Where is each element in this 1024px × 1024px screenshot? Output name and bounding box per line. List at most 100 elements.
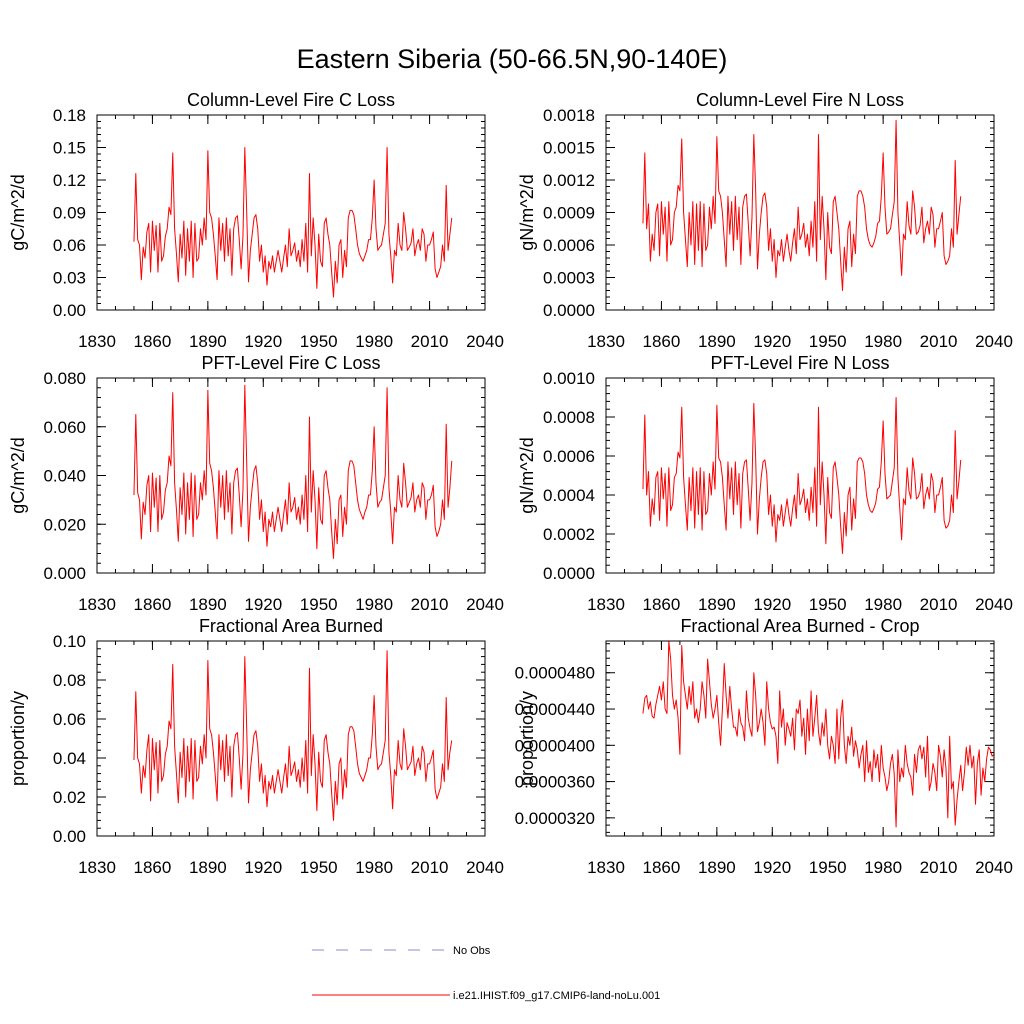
x-tick-label: 1950 — [809, 858, 847, 877]
legend-label-model: i.e21.IHIST.f09_g17.CMIP6-land-noLu.001 — [453, 990, 660, 1002]
x-tick-label: 1890 — [189, 858, 227, 877]
plot-frame — [605, 114, 995, 311]
x-tick-label: 2040 — [975, 595, 1013, 614]
x-tick-label: 2040 — [975, 858, 1013, 877]
y-tick-label: 0.02 — [53, 788, 86, 807]
y-axis-label: gN/m^2/d — [517, 174, 537, 250]
plot-frame — [96, 640, 486, 837]
x-tick-label: 1980 — [864, 595, 902, 614]
x-tick-label: 1890 — [189, 595, 227, 614]
x-tick-label: 2040 — [466, 595, 504, 614]
plot-frame — [605, 377, 995, 574]
x-tick-label: 1980 — [355, 332, 393, 351]
chart-title: Fractional Area Burned — [199, 616, 383, 636]
y-axis-label: gN/m^2/d — [517, 437, 537, 513]
x-tick-label: 1830 — [78, 332, 116, 351]
y-tick-label: 0.020 — [43, 515, 86, 534]
y-tick-label: 0.0015 — [543, 139, 595, 158]
y-axis-label: proportion/y — [517, 691, 537, 786]
series-line-1 — [642, 640, 995, 828]
chart-title: Column-Level Fire N Loss — [696, 90, 904, 110]
x-tick-label: 1920 — [244, 332, 282, 351]
y-tick-label: 0.0010 — [543, 369, 595, 388]
x-tick-label: 1860 — [134, 332, 172, 351]
series-line-1 — [133, 384, 453, 559]
y-tick-label: 0.03 — [53, 269, 86, 288]
y-tick-label: 0.0000320 — [515, 809, 595, 828]
plot-frame — [605, 640, 995, 837]
y-axis-label: gC/m^2/d — [8, 437, 28, 513]
y-tick-label: 0.0000 — [543, 301, 595, 320]
x-tick-label: 1830 — [78, 858, 116, 877]
x-tick-label: 1950 — [300, 858, 338, 877]
x-tick-label: 1950 — [300, 332, 338, 351]
y-axis-label: proportion/y — [8, 691, 28, 786]
x-tick-label: 1830 — [587, 858, 625, 877]
x-tick-label: 1920 — [244, 858, 282, 877]
x-tick-label: 1920 — [753, 332, 791, 351]
y-tick-label: 0.0018 — [543, 106, 595, 125]
y-tick-label: 0.00 — [53, 827, 86, 846]
chart-title: PFT-Level Fire N Loss — [710, 353, 889, 373]
x-tick-label: 2010 — [920, 595, 958, 614]
x-tick-label: 1830 — [587, 332, 625, 351]
x-tick-label: 1920 — [244, 595, 282, 614]
x-tick-label: 1950 — [809, 595, 847, 614]
series-line-1 — [642, 397, 962, 554]
x-tick-label: 1980 — [355, 595, 393, 614]
x-tick-label: 1860 — [643, 858, 681, 877]
x-tick-label: 1890 — [698, 595, 736, 614]
x-tick-label: 1890 — [698, 332, 736, 351]
y-tick-label: 0.040 — [43, 467, 86, 486]
x-tick-label: 1860 — [643, 595, 681, 614]
y-tick-label: 0.18 — [53, 106, 86, 125]
y-tick-label: 0.06 — [53, 236, 86, 255]
plot-frame — [96, 114, 486, 311]
y-tick-label: 0.000 — [43, 564, 86, 583]
legend: No Obs i.e21.IHIST.f09_g17.CMIP6-land-no… — [312, 945, 660, 1002]
y-tick-label: 0.04 — [53, 749, 86, 768]
y-tick-label: 0.0002 — [543, 525, 595, 544]
x-tick-label: 1830 — [587, 595, 625, 614]
figure-title: Eastern Siberia (50-66.5N,90-140E) — [297, 44, 728, 74]
x-tick-label: 1920 — [753, 595, 791, 614]
legend-label-no-obs: No Obs — [453, 945, 491, 957]
x-tick-label: 1860 — [134, 858, 172, 877]
y-tick-label: 0.0000480 — [515, 664, 595, 683]
y-axis-label: gC/m^2/d — [8, 174, 28, 250]
y-tick-label: 0.15 — [53, 139, 86, 158]
y-tick-label: 0.10 — [53, 632, 86, 651]
chart-panel-6: Fractional Area Burned - Crop proportion/… — [515, 616, 1013, 877]
x-tick-label: 2040 — [466, 858, 504, 877]
plot-frame — [96, 377, 486, 574]
y-tick-label: 0.0000440 — [515, 700, 595, 719]
y-tick-label: 0.08 — [53, 671, 86, 690]
series-line-1 — [133, 650, 453, 821]
y-tick-label: 0.0000360 — [515, 773, 595, 792]
y-tick-label: 0.0006 — [543, 236, 595, 255]
y-tick-label: 0.060 — [43, 418, 86, 437]
y-tick-label: 0.09 — [53, 204, 86, 223]
panels: Column-Level Fire C Loss gC/m^2/d 1830 1860… — [8, 90, 1013, 877]
chart-panel-2: Column-Level Fire N Loss gN/m^2/d 1830 1860… — [517, 90, 1013, 351]
x-tick-label: 2010 — [920, 858, 958, 877]
x-tick-label: 2040 — [466, 332, 504, 351]
y-tick-label: 0.0009 — [543, 204, 595, 223]
x-tick-label: 2040 — [975, 332, 1013, 351]
x-tick-label: 1860 — [643, 332, 681, 351]
y-tick-label: 0.0006 — [543, 447, 595, 466]
y-tick-label: 0.080 — [43, 369, 86, 388]
chart-panel-5: Fractional Area Burned proportion/y 1830 18… — [8, 616, 504, 877]
x-tick-label: 1860 — [134, 595, 172, 614]
y-tick-label: 0.0012 — [543, 171, 595, 190]
y-tick-label: 0.06 — [53, 710, 86, 729]
y-tick-label: 0.0008 — [543, 408, 595, 427]
x-tick-label: 1830 — [78, 595, 116, 614]
y-tick-label: 0.0000 — [543, 564, 595, 583]
chart-title: Fractional Area Burned - Crop — [680, 616, 919, 636]
x-tick-label: 2010 — [920, 332, 958, 351]
x-tick-label: 1980 — [864, 332, 902, 351]
x-tick-label: 2010 — [411, 858, 449, 877]
